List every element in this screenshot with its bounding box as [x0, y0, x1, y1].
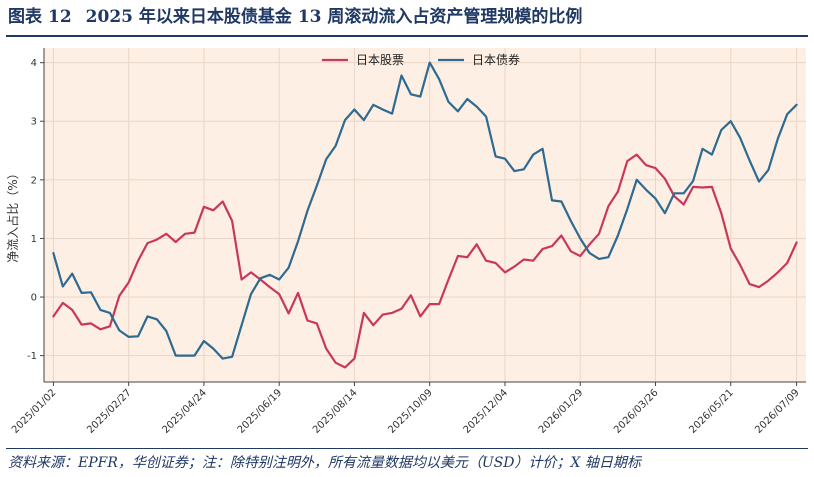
figure-label: 图表 [8, 7, 42, 27]
plot-background [44, 48, 806, 382]
y-tick-label: 1 [31, 234, 37, 245]
y-axis-label: 净流入占比（%） [5, 167, 20, 262]
legend-label: 日本债券 [472, 52, 520, 67]
x-tick-label: 2025/10/09 [386, 387, 435, 436]
x-tick-label: 2025/04/24 [161, 387, 210, 436]
y-tick-label: -1 [27, 351, 37, 362]
x-tick-label: 2026/07/09 [753, 387, 802, 436]
series-line-bonds [52, 61, 798, 360]
axes [40, 48, 806, 386]
x-tick-label: 2025/02/27 [85, 387, 134, 436]
x-tick-label: 2025/06/19 [236, 387, 285, 436]
x-tick-label: 2025/12/04 [462, 387, 511, 436]
source-note: 资料来源：EPFR，华创证券；注：除特别注明外，所有流量数据均以美元（USD）计… [8, 455, 641, 471]
figure-title-text: 2025 年以来日本股债基金 13 周滚动流入占资产管理规模的比例 [85, 7, 583, 27]
x-tick-label: 2026/01/29 [537, 387, 586, 436]
legend: 日本股票 日本债券 [322, 52, 520, 67]
y-tick-label: 0 [31, 293, 37, 304]
figure-title: 图表 12 2025 年以来日本股债基金 13 周滚动流入占资产管理规模的比例 [8, 4, 582, 30]
x-tick-label: 2026/05/21 [687, 387, 736, 436]
figure-number: 12 [48, 7, 72, 27]
y-tick-label: 3 [31, 117, 37, 128]
grid-lines [44, 48, 806, 382]
series-line-stocks [52, 153, 798, 369]
x-tick-label: 2025/08/14 [311, 387, 360, 436]
legend-label: 日本股票 [356, 53, 404, 67]
y-tick-label: 4 [31, 58, 37, 69]
title-rule [6, 35, 808, 37]
source-rule [6, 448, 808, 449]
y-tick-label: 2 [31, 175, 37, 186]
x-tick-label: 2026/03/26 [612, 387, 661, 436]
line-chart: -1 0 1 2 3 4 2025/01/02 2025/02/27 2025/04/24 202… [5, 48, 806, 436]
series-lines [52, 61, 798, 369]
x-tick-label: 2025/01/02 [10, 387, 59, 436]
